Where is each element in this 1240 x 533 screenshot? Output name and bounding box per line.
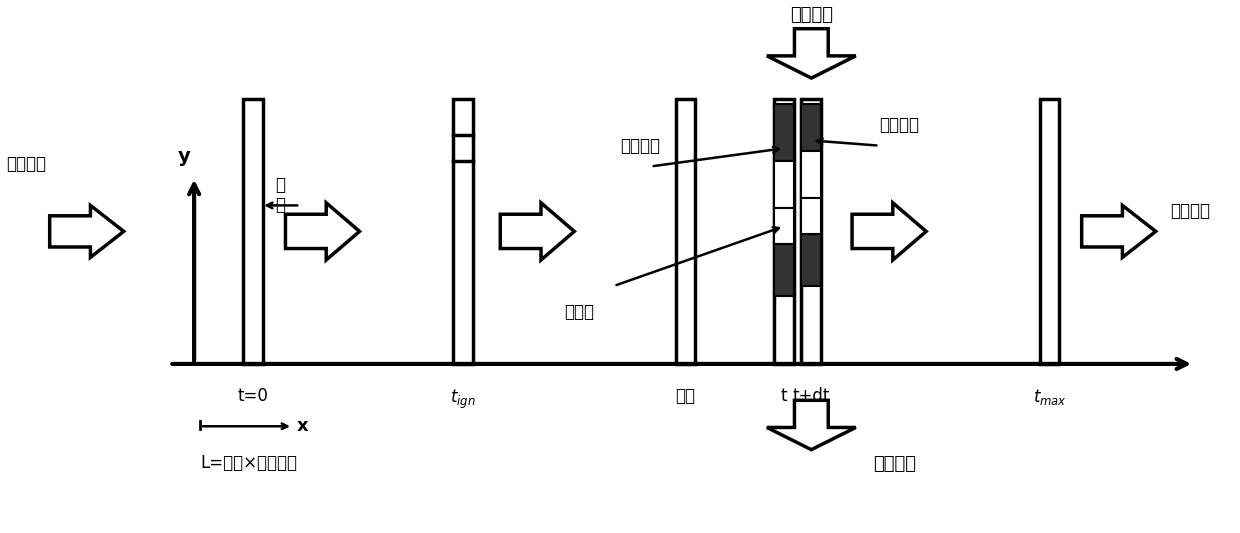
Text: t+dt: t+dt [792,387,830,405]
Text: 混
料: 混 料 [275,175,285,214]
Polygon shape [766,400,856,450]
Polygon shape [852,203,926,260]
Bar [801,151,821,198]
Bar [801,234,821,286]
Text: 气体出口: 气体出口 [873,455,916,473]
Bar [774,104,794,161]
Text: 时间: 时间 [676,387,696,405]
Bar [454,99,474,364]
Polygon shape [500,203,574,260]
Bar [801,104,821,151]
Polygon shape [766,29,856,78]
Text: L=时间×运行速度: L=时间×运行速度 [201,454,298,472]
Polygon shape [285,203,360,260]
Text: 固体出口: 固体出口 [1171,201,1210,220]
Bar [774,245,794,296]
Polygon shape [50,205,124,257]
Bar [243,99,263,364]
Bar [801,99,821,364]
Polygon shape [1081,205,1156,257]
Text: y: y [177,148,191,166]
Text: x: x [296,417,309,435]
Bar [801,198,821,234]
Bar [774,99,794,364]
Text: 固体入口: 固体入口 [6,155,46,173]
Text: t=0: t=0 [238,387,269,405]
Text: t: t [781,387,787,405]
Text: 熔融晶体: 熔融晶体 [620,136,660,155]
Text: $t_{max}$: $t_{max}$ [1033,387,1066,407]
Text: 气体入口: 气体入口 [790,5,833,23]
Bar [774,161,794,208]
Text: 燃烧带: 燃烧带 [564,303,594,321]
Bar [774,208,794,245]
Text: $t_{ign}$: $t_{ign}$ [450,387,476,410]
Text: 烧结矿带: 烧结矿带 [879,116,919,134]
Bar [1039,99,1059,364]
Bar [676,99,696,364]
